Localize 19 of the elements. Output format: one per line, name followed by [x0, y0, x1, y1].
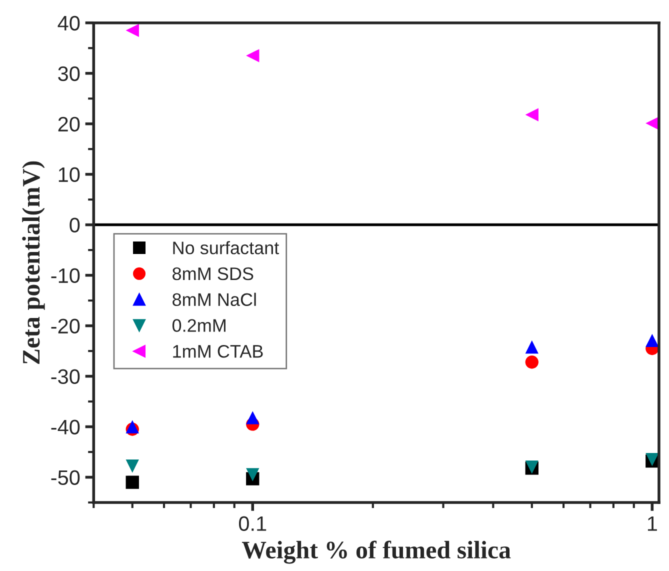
x-tick-label: 1 — [648, 516, 657, 531]
legend-label: 8mM SDS — [172, 267, 254, 280]
legend-label: 1mM CTAB — [173, 344, 263, 358]
legend-label: 8mM NaCl — [172, 292, 256, 306]
y-tick-label: -50 — [51, 470, 80, 485]
y-tick-label: -40 — [51, 420, 80, 434]
x-axis-title: Weight % of fumed silica — [242, 540, 511, 564]
y-tick-label: -20 — [51, 318, 80, 334]
y-axis-title: Zeta potential(mV) — [22, 161, 45, 364]
legend-label: No surfactant — [173, 241, 280, 254]
y-tick-label: 10 — [58, 167, 80, 182]
y-tick-label: 30 — [58, 66, 80, 82]
y-tick-label: 0 — [70, 218, 80, 233]
x-tick-label: 0.1 — [238, 516, 266, 531]
y-tick-label: 20 — [58, 116, 80, 132]
y-tick-label: 40 — [58, 16, 80, 31]
y-tick-label: -30 — [51, 369, 80, 384]
y-tick-label: -10 — [51, 268, 80, 284]
legend-label: 0.2mM — [172, 319, 226, 332]
